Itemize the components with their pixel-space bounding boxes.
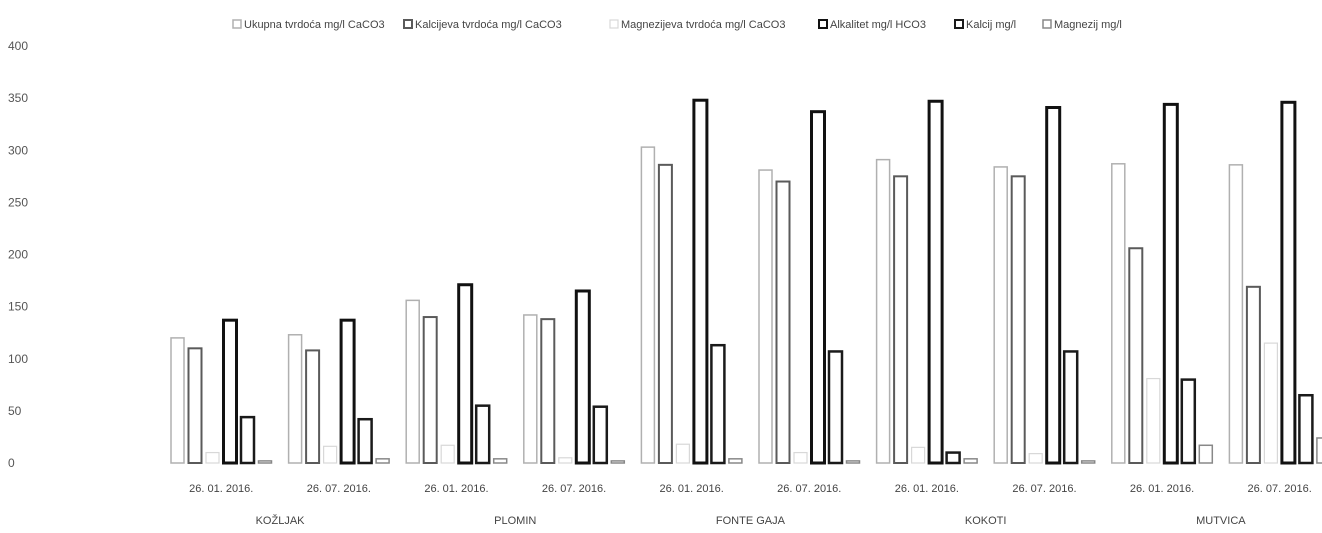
bar: [993, 166, 1008, 464]
legend-label: Kalcij mg/l: [966, 19, 1016, 31]
bar: [945, 451, 961, 465]
bar: [1198, 444, 1214, 464]
bar: [893, 175, 909, 464]
bar: [474, 404, 491, 465]
bar: [1080, 460, 1096, 464]
date-label: 26. 01. 2016.: [895, 483, 959, 495]
bar: [710, 343, 726, 465]
bar: [657, 163, 673, 464]
bar: [222, 318, 238, 465]
bar: [640, 146, 656, 464]
legend-swatch: [1042, 19, 1052, 29]
legend-label: Alkalitet mg/l HCO3: [830, 19, 926, 31]
bar: [375, 458, 390, 464]
bar: [1162, 102, 1179, 465]
bar: [422, 316, 438, 464]
bar: [1280, 100, 1297, 465]
site-label: FONTE GAJA: [716, 515, 786, 527]
bar: [910, 446, 926, 464]
y-tick-label: 100: [8, 352, 28, 366]
bar: [610, 460, 626, 464]
bar: [205, 451, 220, 464]
legend-swatch: [954, 19, 964, 29]
site-label: MUTVICA: [1196, 515, 1246, 527]
date-label: 26. 07. 2016.: [1012, 483, 1076, 495]
site-label: KOŽLJAK: [256, 514, 306, 527]
y-tick-label: 200: [8, 248, 28, 262]
site-label: KOKOTI: [965, 515, 1007, 527]
bar: [1028, 453, 1043, 464]
date-label: 26. 07. 2016.: [777, 483, 841, 495]
bar: [287, 334, 303, 464]
bar: [1146, 377, 1161, 464]
bar: [440, 444, 455, 464]
bar: [963, 458, 978, 464]
bar: [239, 415, 256, 465]
legend-swatch: [818, 19, 828, 29]
y-tick-label: 400: [8, 39, 28, 53]
bar: [540, 318, 556, 465]
y-tick-label: 350: [8, 91, 28, 105]
date-label: 26. 07. 2016.: [542, 483, 606, 495]
y-tick-label: 50: [8, 404, 22, 418]
bar: [875, 158, 891, 464]
bar: [323, 445, 338, 464]
bar: [728, 458, 743, 464]
date-label: 26. 07. 2016.: [1248, 483, 1312, 495]
legend-label: Kalcijeva tvrdoća mg/l CaCO3: [415, 19, 562, 31]
bar: [1111, 163, 1126, 464]
legend-label: Magnezijeva tvrdoća mg/l CaCO3: [621, 19, 785, 31]
bar: [187, 347, 203, 465]
legend-swatch: [403, 19, 413, 29]
date-label: 26. 07. 2016.: [307, 483, 371, 495]
bar: [305, 349, 321, 464]
bar: [1010, 175, 1026, 464]
bar: [1180, 378, 1197, 465]
y-tick-label: 300: [8, 143, 28, 157]
bar: [257, 460, 273, 464]
bar: [1128, 247, 1144, 464]
bar: [827, 350, 844, 465]
legend-label: Ukupna tvrdoća mg/l CaCO3: [244, 19, 385, 31]
legend-swatch: [609, 19, 619, 29]
bar: [1316, 437, 1322, 464]
y-tick-label: 250: [8, 195, 28, 209]
bar: [810, 110, 826, 465]
date-label: 26. 01. 2016.: [660, 483, 724, 495]
bar: [357, 417, 373, 465]
bar: [1298, 393, 1314, 465]
legend-swatch: [232, 19, 242, 29]
bar: [1245, 285, 1261, 464]
bar: [170, 337, 185, 464]
bar: [927, 99, 944, 465]
bar: [592, 405, 609, 465]
date-label: 26. 01. 2016.: [1130, 483, 1194, 495]
bar: [793, 451, 808, 464]
bar: [405, 299, 420, 464]
bar: [457, 283, 474, 465]
bar: [775, 180, 791, 464]
y-tick-label: 150: [8, 300, 28, 314]
bar: [574, 289, 591, 465]
bar: [558, 457, 573, 464]
y-tick-label: 0: [8, 456, 15, 470]
bar: [692, 98, 709, 465]
bar: [523, 314, 538, 464]
bar: [758, 169, 773, 464]
bar: [1045, 106, 1062, 465]
bar: [675, 443, 691, 464]
date-label: 26. 01. 2016.: [424, 483, 488, 495]
site-label: PLOMIN: [494, 515, 536, 527]
bar: [1263, 342, 1279, 464]
bar: [845, 460, 861, 464]
bar: [1228, 164, 1244, 464]
bar: [1062, 350, 1079, 465]
bar: [492, 458, 508, 464]
bar: [339, 318, 356, 465]
legend-label: Magnezij mg/l: [1054, 19, 1122, 31]
date-label: 26. 01. 2016.: [189, 483, 253, 495]
